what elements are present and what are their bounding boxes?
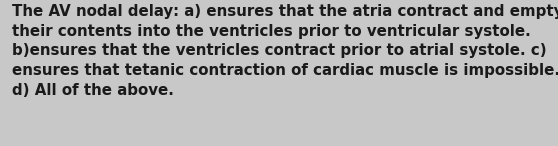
- Text: The AV nodal delay: a) ensures that the atria contract and empty
their contents : The AV nodal delay: a) ensures that the …: [12, 4, 558, 98]
